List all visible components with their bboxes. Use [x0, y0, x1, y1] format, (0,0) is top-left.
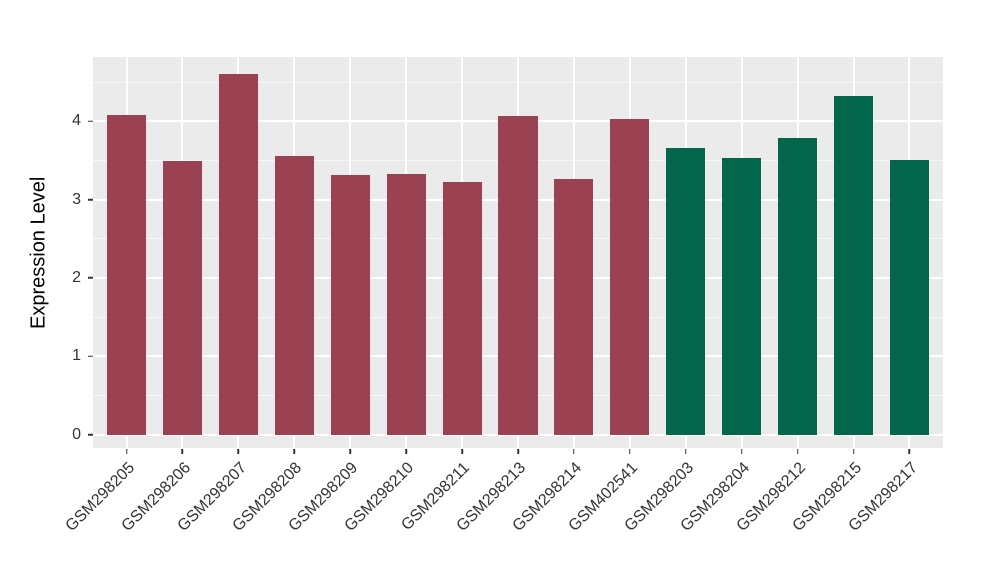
x-tick-mark — [293, 449, 296, 454]
x-tick-mark — [796, 449, 799, 454]
x-tick-mark — [852, 449, 855, 454]
y-tick-label: 4 — [72, 112, 81, 130]
y-tick-label: 1 — [72, 347, 81, 365]
y-tick-label: 0 — [72, 425, 81, 443]
bar — [442, 182, 482, 435]
x-tick-mark — [349, 449, 351, 454]
bar — [889, 159, 930, 435]
bar — [778, 137, 818, 435]
x-tick-mark — [461, 449, 463, 454]
bar — [498, 115, 538, 435]
y-tick-mark — [88, 277, 93, 279]
bar — [554, 179, 594, 435]
x-tick-mark — [629, 449, 631, 454]
bar — [386, 173, 426, 435]
plot-panel — [93, 57, 943, 448]
bar — [833, 96, 874, 435]
bar — [106, 115, 147, 435]
y-tick-label: 2 — [72, 268, 81, 286]
x-tick-mark — [685, 449, 687, 454]
bar — [610, 118, 650, 435]
x-tick-mark — [740, 449, 743, 454]
bar — [162, 161, 203, 435]
bar — [274, 155, 314, 435]
y-tick-mark — [88, 198, 93, 201]
bar — [330, 174, 370, 435]
y-tick-mark — [88, 433, 93, 436]
x-axis: GSM298205 GSM298206 GSM298207 GSM298208 GSM2… — [62, 448, 943, 580]
y-axis: 0 1 2 3 4 — [0, 57, 93, 448]
x-tick-mark — [908, 449, 911, 454]
x-tick-mark — [405, 449, 407, 454]
x-tick-mark — [125, 449, 128, 454]
x-tick-mark — [517, 449, 519, 454]
y-tick-label: 3 — [72, 190, 81, 208]
y-tick-mark — [88, 120, 93, 123]
bar — [218, 74, 258, 435]
x-tick-mark — [573, 449, 575, 454]
bar — [666, 147, 706, 435]
x-tick-mark — [237, 449, 240, 454]
x-tick-mark — [181, 449, 184, 454]
y-tick-mark — [88, 355, 93, 358]
bar — [722, 158, 762, 435]
